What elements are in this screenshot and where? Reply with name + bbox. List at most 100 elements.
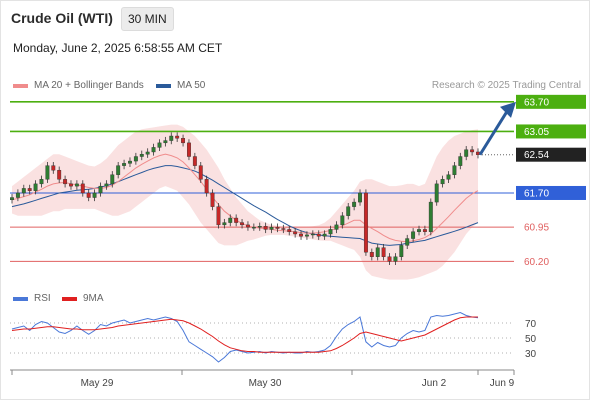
candle-body bbox=[316, 233, 321, 237]
candle-body bbox=[446, 174, 451, 180]
candle-body bbox=[464, 149, 469, 157]
candle-body bbox=[63, 179, 68, 185]
candle-body bbox=[187, 142, 191, 157]
candle-body bbox=[216, 206, 221, 226]
ma20-line bbox=[11, 153, 479, 243]
candle-body bbox=[405, 238, 410, 246]
candle-body bbox=[33, 183, 38, 191]
candle-body bbox=[340, 215, 345, 226]
rsi-tick-30: 30 bbox=[525, 349, 537, 360]
candle-body bbox=[145, 151, 150, 155]
level-label-63-70: 63.70 bbox=[524, 97, 549, 108]
candle-body bbox=[139, 154, 144, 157]
candle-body bbox=[287, 229, 292, 232]
candle-body bbox=[169, 135, 174, 141]
candle-body bbox=[334, 224, 339, 230]
candle-body bbox=[204, 179, 209, 194]
level-tag-61-70 bbox=[516, 185, 586, 200]
candle-body bbox=[310, 233, 315, 236]
candle-body bbox=[281, 228, 286, 230]
level-tag-62-54 bbox=[516, 147, 586, 162]
candle-body bbox=[434, 183, 439, 203]
candle-body bbox=[74, 183, 79, 187]
candle-body bbox=[210, 192, 215, 207]
bollinger-band-area bbox=[12, 124, 478, 280]
candle-body bbox=[470, 149, 475, 153]
candle-body bbox=[381, 247, 386, 257]
legend-rsi-label: RSI bbox=[34, 293, 51, 304]
candle-body bbox=[275, 226, 280, 229]
legend-ma20-swatch bbox=[13, 83, 28, 88]
candle-body bbox=[198, 165, 203, 180]
candle-body bbox=[69, 183, 73, 187]
candle-body bbox=[417, 229, 421, 232]
candle-body bbox=[175, 135, 180, 139]
candle-body bbox=[387, 256, 392, 262]
legend-ma20: MA 20 + Bollinger Bands bbox=[13, 80, 144, 91]
level-tag-63-05 bbox=[516, 124, 586, 139]
level-label-63-05: 63.05 bbox=[524, 127, 549, 138]
level-label-60-95: 60.95 bbox=[524, 223, 549, 234]
candle-body bbox=[27, 188, 32, 191]
candle-body bbox=[192, 156, 197, 166]
candle-body bbox=[21, 188, 26, 194]
rsi-tick-70: 70 bbox=[525, 319, 537, 330]
candle-body bbox=[422, 229, 427, 232]
interval-selector[interactable]: 30 MIN bbox=[121, 7, 174, 31]
candle-body bbox=[80, 183, 85, 194]
candle-body bbox=[104, 183, 109, 187]
level-label-60-20: 60.20 bbox=[524, 257, 549, 268]
candle-body bbox=[157, 142, 162, 148]
rsi-series-rsi bbox=[11, 311, 479, 363]
legend-ma20-label: MA 20 + Bollinger Bands bbox=[34, 80, 144, 91]
candle-body bbox=[369, 252, 374, 257]
candle-body bbox=[399, 245, 404, 257]
instrument-title: Crude Oil (WTI) bbox=[11, 10, 113, 26]
candle-body bbox=[240, 222, 244, 226]
candle-body bbox=[15, 192, 20, 198]
candle-body bbox=[39, 179, 44, 185]
x-tick-label-may-30: May 30 bbox=[249, 378, 282, 389]
candle-body bbox=[133, 156, 138, 162]
candle-body bbox=[251, 226, 256, 229]
legend-9ma-label: 9MA bbox=[83, 293, 104, 304]
candle-body bbox=[98, 185, 103, 194]
forecast-arrow-shaft bbox=[478, 109, 510, 156]
candle-body bbox=[110, 174, 115, 185]
x-tick-label-may-29: May 29 bbox=[81, 378, 114, 389]
candle-body bbox=[92, 192, 97, 198]
legend-rsi: RSI bbox=[13, 293, 51, 304]
candle-body bbox=[86, 192, 91, 198]
candle-body bbox=[346, 206, 351, 216]
candle-body bbox=[304, 234, 309, 237]
forecast-arrow-head bbox=[500, 101, 516, 118]
x-tick-label-jun-9: Jun 9 bbox=[490, 378, 515, 389]
candle-body bbox=[51, 165, 56, 171]
candle-body bbox=[45, 165, 50, 180]
level-label-61-70: 61.70 bbox=[524, 188, 549, 199]
legend-9ma-swatch bbox=[62, 296, 77, 301]
legend-9ma: 9MA bbox=[62, 293, 104, 304]
candle-body bbox=[358, 192, 362, 203]
candle-body bbox=[352, 201, 357, 207]
rsi-series-9ma bbox=[11, 316, 478, 353]
datetime-label: Monday, June 2, 2025 6:58:55 AM CET bbox=[13, 41, 223, 55]
candle-body bbox=[411, 231, 416, 239]
candle-body bbox=[458, 156, 463, 166]
credit-text: Research © 2025 Trading Central bbox=[431, 80, 581, 91]
rsi-tick-50: 50 bbox=[525, 334, 537, 345]
candle-body bbox=[269, 226, 274, 230]
candle-body bbox=[151, 147, 156, 153]
candle-body bbox=[234, 217, 239, 223]
legend-ma50-swatch bbox=[156, 83, 171, 88]
candle-body bbox=[263, 226, 268, 230]
candle-body bbox=[393, 256, 398, 262]
candle-body bbox=[257, 226, 262, 228]
candle-body bbox=[322, 233, 327, 237]
level-tag-63-70 bbox=[516, 94, 586, 109]
candle-body bbox=[428, 201, 433, 232]
level-label-62-54: 62.54 bbox=[524, 150, 549, 161]
candle-body bbox=[440, 179, 445, 185]
candle-body bbox=[116, 165, 121, 175]
candle-body bbox=[452, 165, 457, 175]
